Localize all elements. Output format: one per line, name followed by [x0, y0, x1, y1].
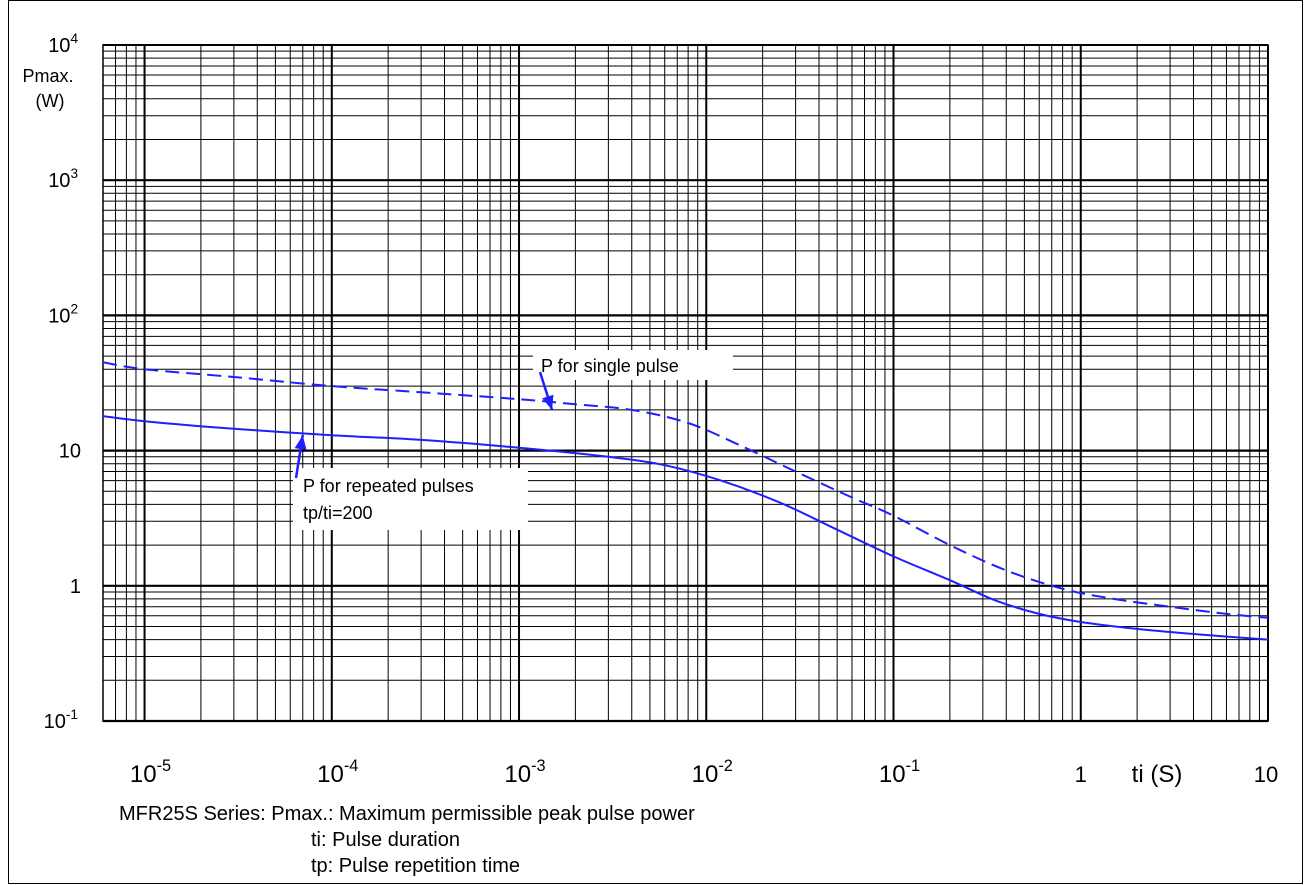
x-tick-label: 10 [1254, 762, 1278, 787]
y-tick-label: 103 [48, 166, 78, 192]
caption-line-2: ti: Pulse duration [311, 829, 460, 851]
annotation-repeated-text: P for repeated pulses [303, 476, 474, 496]
annotation-single-box [533, 350, 733, 380]
annotation-single-text: P for single pulse [541, 356, 679, 376]
annotation-ratio-text: tp/ti=200 [303, 503, 373, 523]
x-tick-label: 10-1 [879, 757, 920, 788]
annotation-single-arrow-head [542, 394, 554, 410]
y-axis-label-line1: Pmax. [22, 66, 73, 86]
annotations-layer: P for single pulse P for repeated pulses t… [293, 350, 733, 530]
minor-gridlines [102, 45, 1268, 721]
y-tick-label: 10 [59, 441, 81, 463]
series-single-pulse-line [102, 361, 1269, 619]
y-tick-label: 10-1 [44, 707, 78, 733]
x-tick-label: 10-2 [692, 757, 733, 788]
y-tick-label: 1 [70, 576, 81, 598]
series-repeated-pulses-line [102, 415, 1269, 641]
annotation-repeated-box [293, 468, 528, 530]
major-gridlines [102, 44, 1269, 723]
x-axis-label: ti (S) [1132, 761, 1183, 788]
x-tick-label: 10-5 [130, 757, 171, 788]
x-tick-label: 1 [1075, 762, 1087, 787]
y-tick-label: 102 [48, 301, 78, 327]
caption-line-1: MFR25S Series: Pmax.: Maximum permissibl… [119, 803, 695, 825]
y-axis-label-line2: (W) [36, 91, 65, 111]
x-tick-label: 10-4 [317, 757, 358, 788]
y-tick-label: 104 [48, 31, 78, 57]
x-tick-label: 10-3 [504, 757, 545, 788]
plot-border [102, 44, 1269, 722]
figure-frame [8, 0, 1303, 884]
annotation-repeated-arrow-head [294, 435, 307, 450]
caption-line-3: tp: Pulse repetition time [311, 855, 520, 877]
series-layer [102, 361, 1269, 641]
